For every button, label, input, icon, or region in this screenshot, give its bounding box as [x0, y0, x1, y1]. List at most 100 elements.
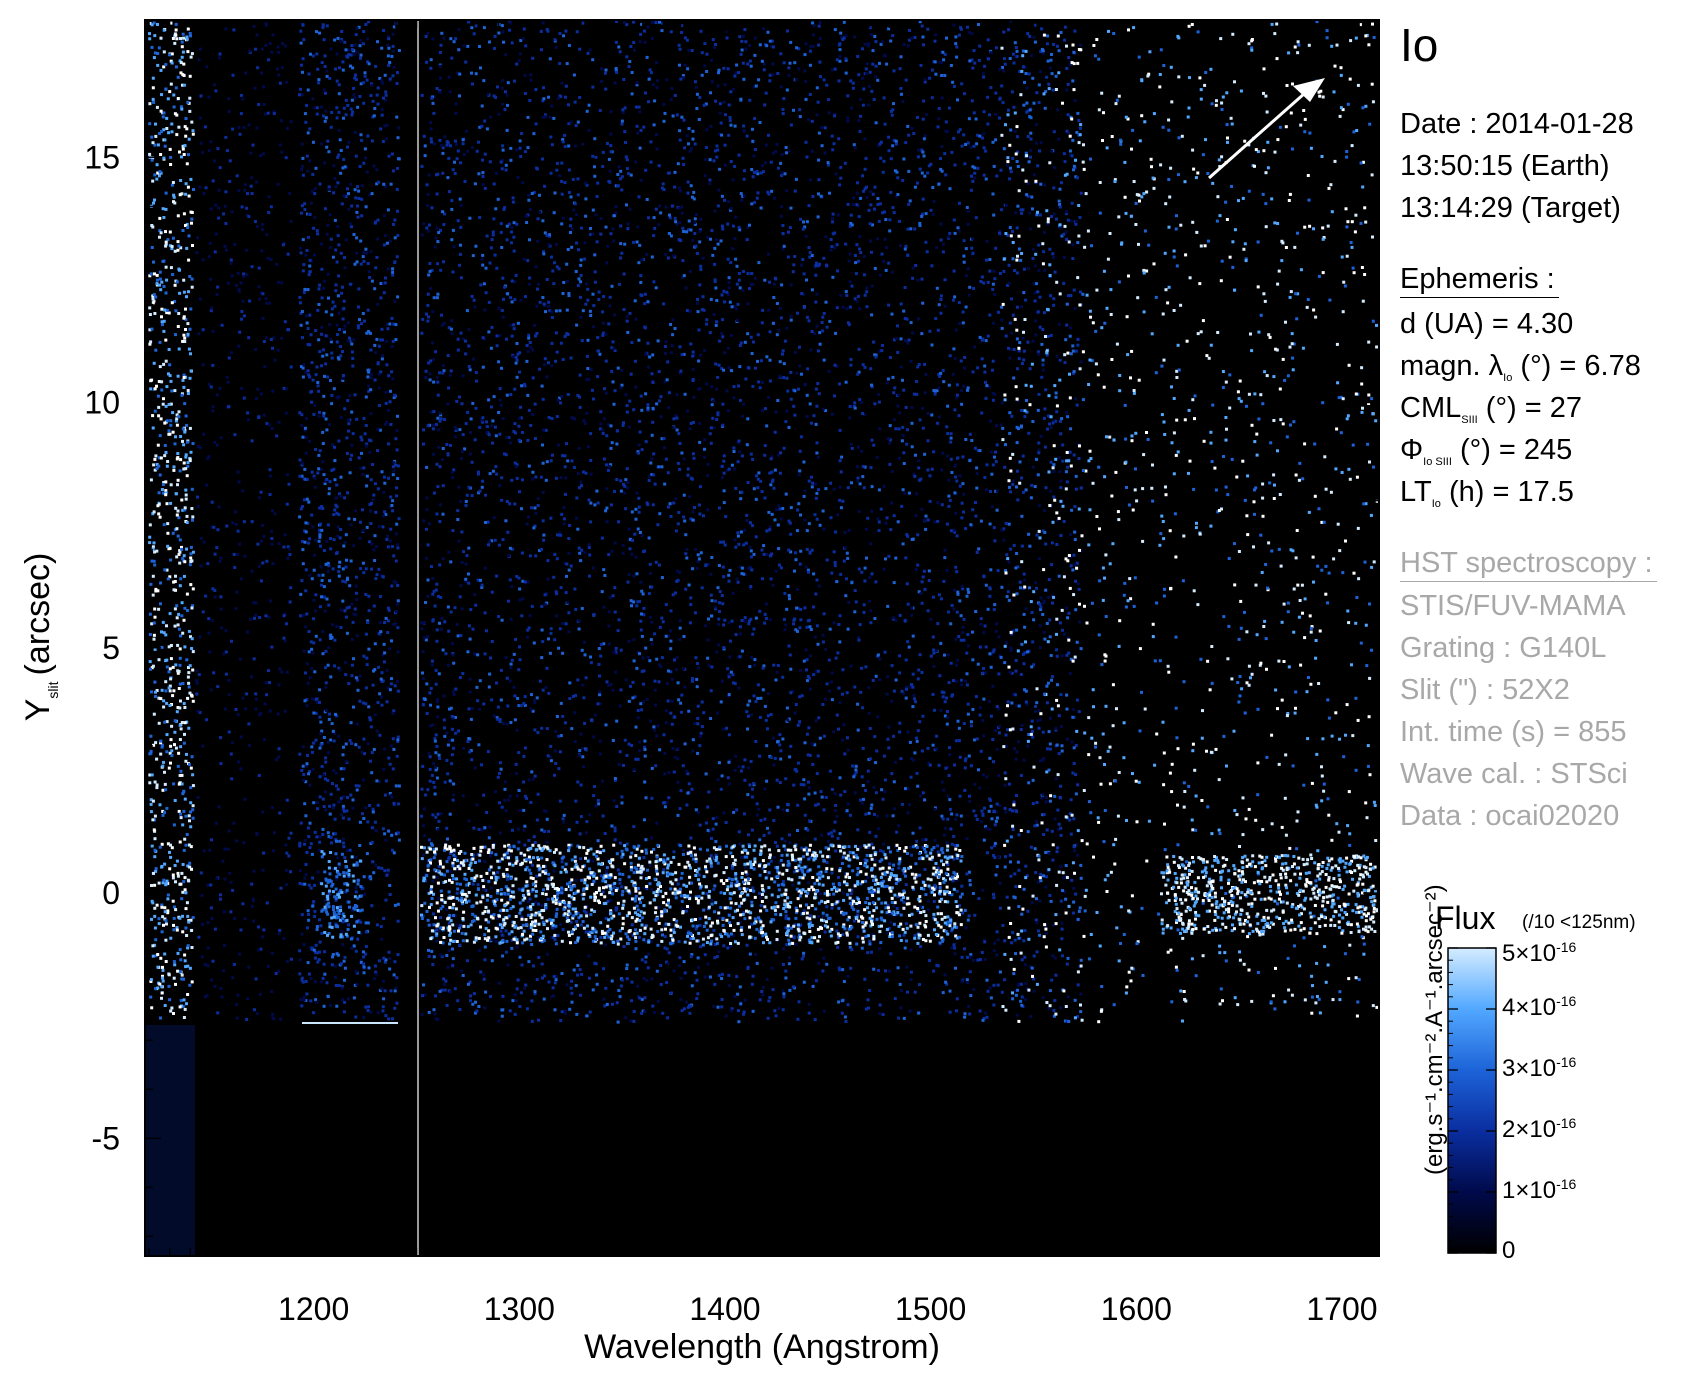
- noise-pixel: [163, 421, 167, 425]
- noise-pixel: [525, 344, 529, 347]
- noise-pixel: [367, 438, 371, 442]
- noise-pixel: [313, 187, 317, 191]
- noise-pixel: [216, 685, 220, 689]
- noise-pixel: [559, 533, 563, 537]
- noise-pixel: [710, 80, 714, 84]
- noise-pixel: [172, 976, 176, 980]
- noise-pixel: [804, 827, 808, 831]
- noise-pixel: [197, 332, 201, 336]
- noise-pixel: [332, 191, 336, 195]
- noise-pixel: [310, 852, 314, 856]
- noise-pixel: [789, 40, 793, 44]
- noise-pixel: [694, 927, 698, 931]
- noise-pixel: [219, 556, 223, 560]
- noise-pixel: [242, 272, 246, 276]
- noise-pixel: [279, 886, 283, 890]
- noise-pixel: [180, 773, 184, 777]
- noise-pixel: [369, 250, 373, 254]
- noise-pixel: [634, 757, 638, 761]
- noise-pixel: [562, 522, 566, 526]
- noise-pixel: [161, 809, 165, 813]
- noise-pixel: [179, 246, 183, 250]
- noise-pixel: [339, 354, 343, 358]
- noise-pixel: [773, 430, 777, 434]
- noise-pixel: [357, 456, 361, 460]
- noise-pixel: [369, 478, 373, 482]
- noise-pixel: [439, 596, 443, 599]
- noise-pixel: [350, 225, 353, 229]
- noise-pixel: [148, 660, 152, 664]
- noise-pixel: [452, 661, 456, 665]
- noise-pixel: [1014, 952, 1017, 956]
- noise-pixel: [318, 688, 322, 692]
- noise-pixel: [329, 1003, 332, 1007]
- noise-pixel: [527, 778, 531, 782]
- noise-pixel: [308, 270, 312, 274]
- noise-pixel: [215, 443, 219, 447]
- noise-pixel: [1005, 204, 1008, 207]
- noise-pixel: [962, 492, 966, 496]
- noise-pixel: [167, 670, 171, 674]
- noise-pixel: [779, 517, 783, 521]
- noise-pixel: [1043, 445, 1047, 449]
- noise-pixel: [379, 630, 383, 634]
- noise-pixel: [271, 389, 275, 393]
- noise-pixel: [318, 449, 322, 453]
- noise-pixel: [967, 1004, 971, 1008]
- noise-pixel: [317, 573, 321, 577]
- noise-pixel: [499, 888, 503, 891]
- noise-pixel: [528, 614, 532, 618]
- noise-pixel: [516, 827, 520, 831]
- noise-pixel: [250, 882, 254, 886]
- noise-pixel: [773, 468, 777, 472]
- noise-pixel: [707, 617, 710, 621]
- noise-pixel: [853, 401, 857, 405]
- noise-pixel: [429, 58, 433, 62]
- noise-pixel: [905, 685, 908, 689]
- noise-pixel: [387, 63, 391, 67]
- noise-pixel: [471, 145, 474, 149]
- noise-pixel: [903, 317, 907, 320]
- noise-pixel: [542, 809, 546, 813]
- noise-pixel: [467, 365, 471, 368]
- noise-pixel: [622, 421, 625, 425]
- noise-pixel: [178, 469, 182, 473]
- noise-pixel: [339, 962, 343, 966]
- noise-pixel: [529, 800, 533, 804]
- noise-pixel: [965, 672, 969, 676]
- noise-pixel: [285, 80, 289, 84]
- noise-pixel: [312, 948, 316, 952]
- noise-pixel: [309, 945, 312, 949]
- noise-pixel: [172, 105, 176, 109]
- noise-pixel: [182, 36, 186, 40]
- noise-pixel: [306, 288, 310, 292]
- noise-pixel: [270, 951, 274, 955]
- noise-pixel: [256, 66, 260, 70]
- noise-pixel: [779, 214, 783, 218]
- noise-pixel: [331, 300, 335, 304]
- noise-pixel: [478, 949, 482, 952]
- noise-pixel: [1076, 917, 1080, 921]
- noise-pixel: [953, 588, 956, 592]
- noise-pixel: [815, 113, 819, 117]
- noise-pixel: [1073, 29, 1077, 33]
- noise-pixel: [169, 419, 173, 423]
- noise-pixel: [358, 318, 361, 322]
- noise-pixel: [1073, 307, 1077, 310]
- noise-pixel: [972, 809, 976, 813]
- noise-pixel: [729, 123, 733, 127]
- noise-pixel: [317, 848, 321, 852]
- noise-pixel: [576, 678, 580, 682]
- noise-pixel: [321, 652, 325, 656]
- noise-pixel: [1004, 640, 1008, 644]
- noise-pixel: [458, 263, 461, 267]
- noise-pixel: [210, 618, 214, 622]
- noise-pixel: [997, 707, 1001, 711]
- noise-pixel: [609, 683, 613, 686]
- noise-pixel: [614, 906, 618, 910]
- noise-pixel: [181, 792, 185, 796]
- noise-pixel: [287, 482, 291, 486]
- noise-pixel: [300, 913, 304, 917]
- noise-pixel: [177, 410, 181, 414]
- noise-pixel: [315, 807, 319, 811]
